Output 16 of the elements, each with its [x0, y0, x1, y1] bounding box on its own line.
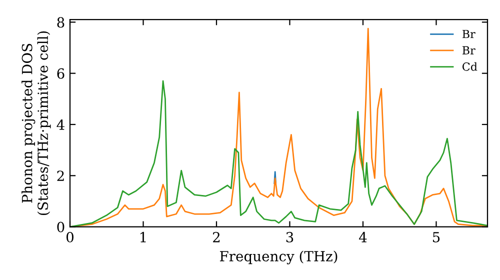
y-axis-title: Phonon projected DOS (States/THz·primitive cell)	[22, 31, 51, 216]
x-tick-label: 0	[66, 232, 74, 242]
x-tick-label: 3	[286, 232, 294, 242]
x-tick-label: 2	[213, 232, 220, 242]
legend-label: Br	[462, 30, 476, 38]
x-tick-label: 4	[358, 232, 367, 242]
y-tick-label: 6	[57, 68, 64, 79]
legend-label: Br	[462, 46, 476, 54]
y-tick-label: 4	[56, 119, 64, 130]
y-tick-label: 8	[57, 17, 64, 28]
legend-label: Cd	[462, 62, 478, 71]
x-tick-label: 1	[140, 232, 146, 242]
y-tick-label: 0	[57, 222, 64, 232]
x-tick-label: 5	[432, 232, 440, 242]
x-axis-title: Frequency (THz)	[220, 250, 338, 264]
y-tick-label: 2	[57, 170, 64, 181]
